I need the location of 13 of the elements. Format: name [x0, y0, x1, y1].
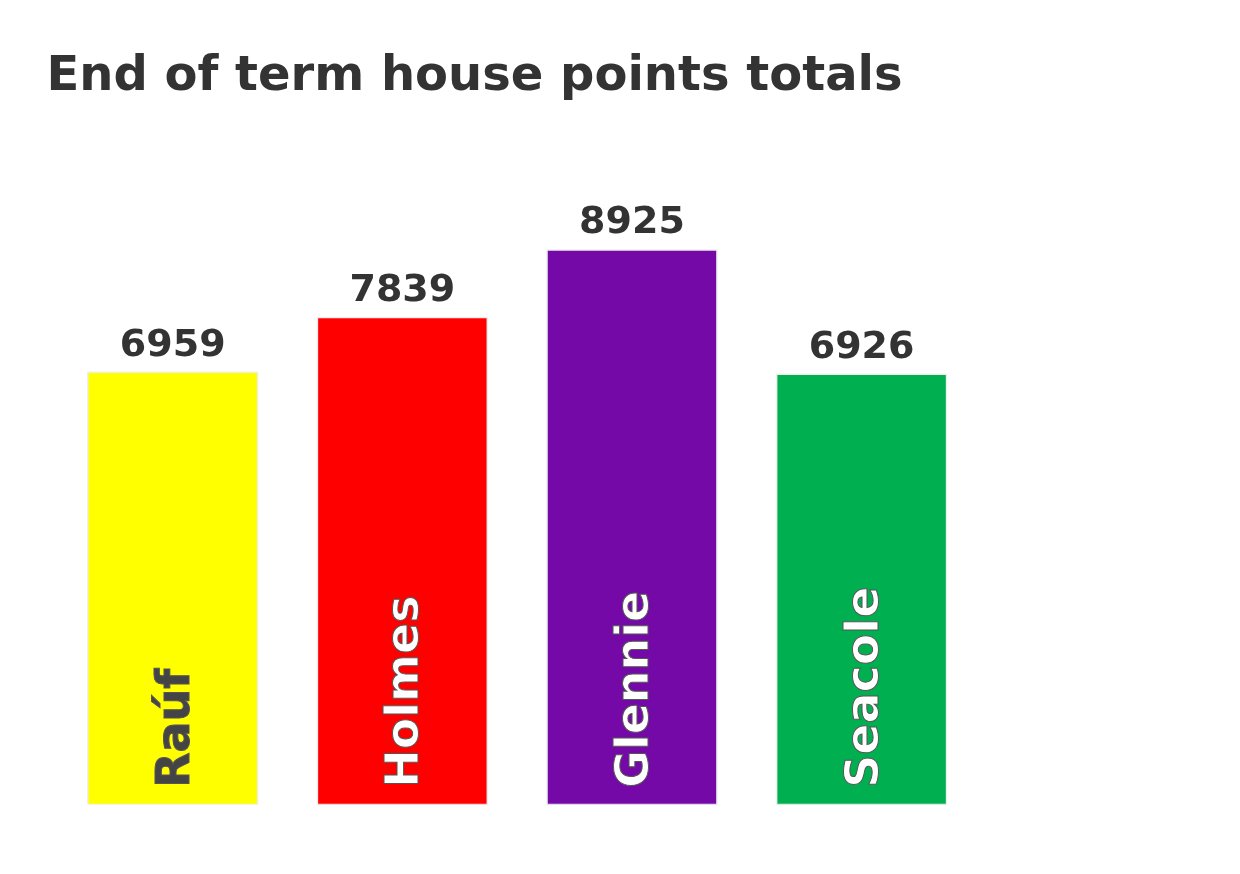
x-tick-label: Seacole	[834, 586, 889, 788]
data-label: 7839	[349, 265, 456, 310]
bar	[87, 371, 259, 805]
bar	[316, 316, 489, 805]
x-tick-label: Raúf	[145, 667, 200, 788]
x-tick-label: Glennie	[604, 590, 659, 788]
data-label: 6959	[119, 320, 226, 365]
x-tick-label: Holmes	[375, 595, 430, 788]
data-label: 6926	[808, 322, 915, 367]
chart-title: End of term house points totals	[46, 44, 903, 101]
bar	[775, 373, 948, 805]
bar	[546, 249, 718, 805]
data-label: 8925	[579, 198, 685, 243]
